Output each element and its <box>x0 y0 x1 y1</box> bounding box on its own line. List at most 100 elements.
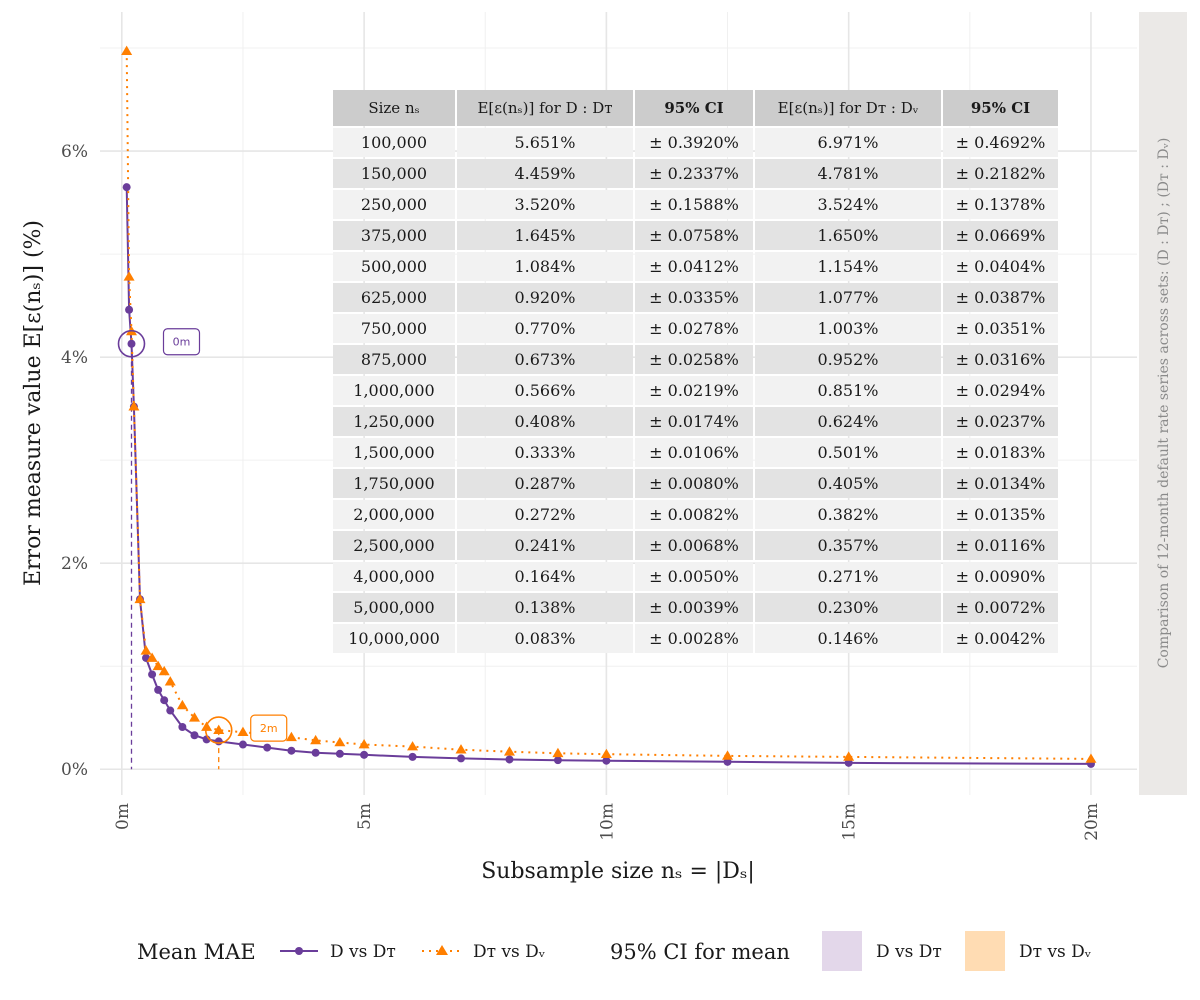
table-cell-text: 0.673% <box>514 350 575 369</box>
series-point-1 <box>146 652 158 662</box>
table-cell-text: 0.952% <box>817 350 878 369</box>
table-cell <box>635 221 753 250</box>
table-cell <box>755 624 941 653</box>
table-cell-text: 0.382% <box>817 505 878 524</box>
series-line-1 <box>125 51 1092 760</box>
table-cell-text: ± 0.0351% <box>956 319 1046 338</box>
facet-strip-label: Comparison of 12-month default rate seri… <box>1156 138 1172 669</box>
table-cell <box>943 314 1058 343</box>
legend-ci-key <box>822 931 862 971</box>
table-cell <box>635 128 753 157</box>
table-header-cell <box>457 90 633 126</box>
table-cell <box>755 500 941 529</box>
table-cell-text: 0.405% <box>817 474 878 493</box>
table-cell <box>333 624 455 653</box>
table-cell-text: 5.651% <box>514 133 575 152</box>
table-cell <box>333 159 455 188</box>
axes: 0% 2% 4% 6% 0m 5m 10m 15m 20m Subsample size nₛ =… <box>21 142 1102 884</box>
series-point-1 <box>213 724 225 734</box>
series-point-1 <box>176 699 188 710</box>
table-cell <box>457 531 633 560</box>
table-cell-text: 500,000 <box>361 257 427 276</box>
series-point-0 <box>335 749 344 758</box>
table-cell-text: 0.138% <box>514 598 575 617</box>
table-header-text: Size nₛ <box>368 99 419 117</box>
y-tick-label: 2% <box>61 554 88 574</box>
table-cell-text: 1.003% <box>817 319 878 338</box>
table-cell <box>457 345 633 374</box>
series-point-1 <box>407 741 419 751</box>
series-point-1 <box>600 748 612 759</box>
x-tick-label: 20m <box>1082 803 1102 841</box>
table-cell-text: ± 0.0135% <box>956 505 1046 524</box>
series-point-1 <box>358 739 370 749</box>
table-cell <box>943 128 1058 157</box>
legend-ci-key <box>965 931 1005 971</box>
table-cell <box>333 438 455 467</box>
series-point-1 <box>164 676 176 686</box>
table-cell-text: 0.333% <box>514 443 575 462</box>
table-cell-text: 0.920% <box>514 288 575 307</box>
table-cell <box>457 252 633 281</box>
table-cell-text: 0.357% <box>817 536 878 555</box>
table-cell-text: ± 0.0068% <box>649 536 739 555</box>
table-cell <box>635 624 753 653</box>
table-cell <box>333 252 455 281</box>
table-cell-text: 0.624% <box>817 412 878 431</box>
legend-ci-label: D vs Dᴛ <box>876 942 942 962</box>
table-cell-text: ± 0.0080% <box>649 474 739 493</box>
series-point-1 <box>722 750 734 760</box>
table-cell-text: 1,500,000 <box>353 443 434 462</box>
table-cell-text: 875,000 <box>361 350 427 369</box>
series-point-0 <box>263 743 272 752</box>
annotations: 0m 2m <box>117 328 288 744</box>
series-point-0 <box>160 696 169 705</box>
y-tick-label: 0% <box>61 760 88 780</box>
table-cell-text: 0.083% <box>514 629 575 648</box>
series-point-1 <box>123 271 135 281</box>
table-cell <box>943 562 1058 591</box>
x-axis-title: Subsample size nₛ = |Dₛ| <box>481 859 755 884</box>
table-cell <box>333 407 455 436</box>
table-cell-text: ± 0.0404% <box>956 257 1046 276</box>
series-point-0 <box>178 723 187 732</box>
table-header-text: E[ε(nₛ)] for Dᴛ : Dᵥ <box>778 99 919 117</box>
table-cell-text: 6.971% <box>817 133 878 152</box>
table-cell <box>635 531 753 560</box>
table-cell <box>943 469 1058 498</box>
table-cell-text: 0.241% <box>514 536 575 555</box>
table-cell-text: ± 0.0258% <box>649 350 739 369</box>
table-cell <box>635 190 753 219</box>
series-point-0 <box>127 339 136 348</box>
table-cell <box>333 283 455 312</box>
table-cell-text: 0.287% <box>514 474 575 493</box>
series-point-1 <box>134 593 146 604</box>
table-cell-text: 1.650% <box>817 226 878 245</box>
table-cell-text: ± 0.0294% <box>956 381 1046 400</box>
table-cell-text: 4.781% <box>817 164 878 183</box>
series-point-1 <box>503 746 515 756</box>
table-header-cell <box>635 90 753 126</box>
table-cell <box>755 407 941 436</box>
series-point-1 <box>140 645 152 655</box>
table-cell <box>457 221 633 250</box>
table-cell-text: ± 0.0090% <box>956 567 1046 586</box>
table-cell <box>333 531 455 560</box>
series-point-1 <box>1085 753 1097 763</box>
table-header-cell <box>755 90 941 126</box>
table-cell <box>457 128 633 157</box>
table-cell-text: ± 0.0042% <box>956 629 1046 648</box>
table-cell <box>457 438 633 467</box>
table-cell-text: ± 0.2337% <box>649 164 739 183</box>
table-cell-text: 0.851% <box>817 381 878 400</box>
annotation-label: 2m <box>260 722 278 735</box>
table-cell <box>457 593 633 622</box>
legend-ci-title: 95% CI for mean <box>610 940 790 964</box>
legend-key-point <box>295 947 303 955</box>
table-cell-text: 5,000,000 <box>353 598 434 617</box>
table-cell <box>333 593 455 622</box>
table-cell-text: ± 0.0050% <box>649 567 739 586</box>
x-tick-label: 5m <box>355 803 375 830</box>
table-cell-text: ± 0.1378% <box>956 195 1046 214</box>
table-cell <box>457 190 633 219</box>
